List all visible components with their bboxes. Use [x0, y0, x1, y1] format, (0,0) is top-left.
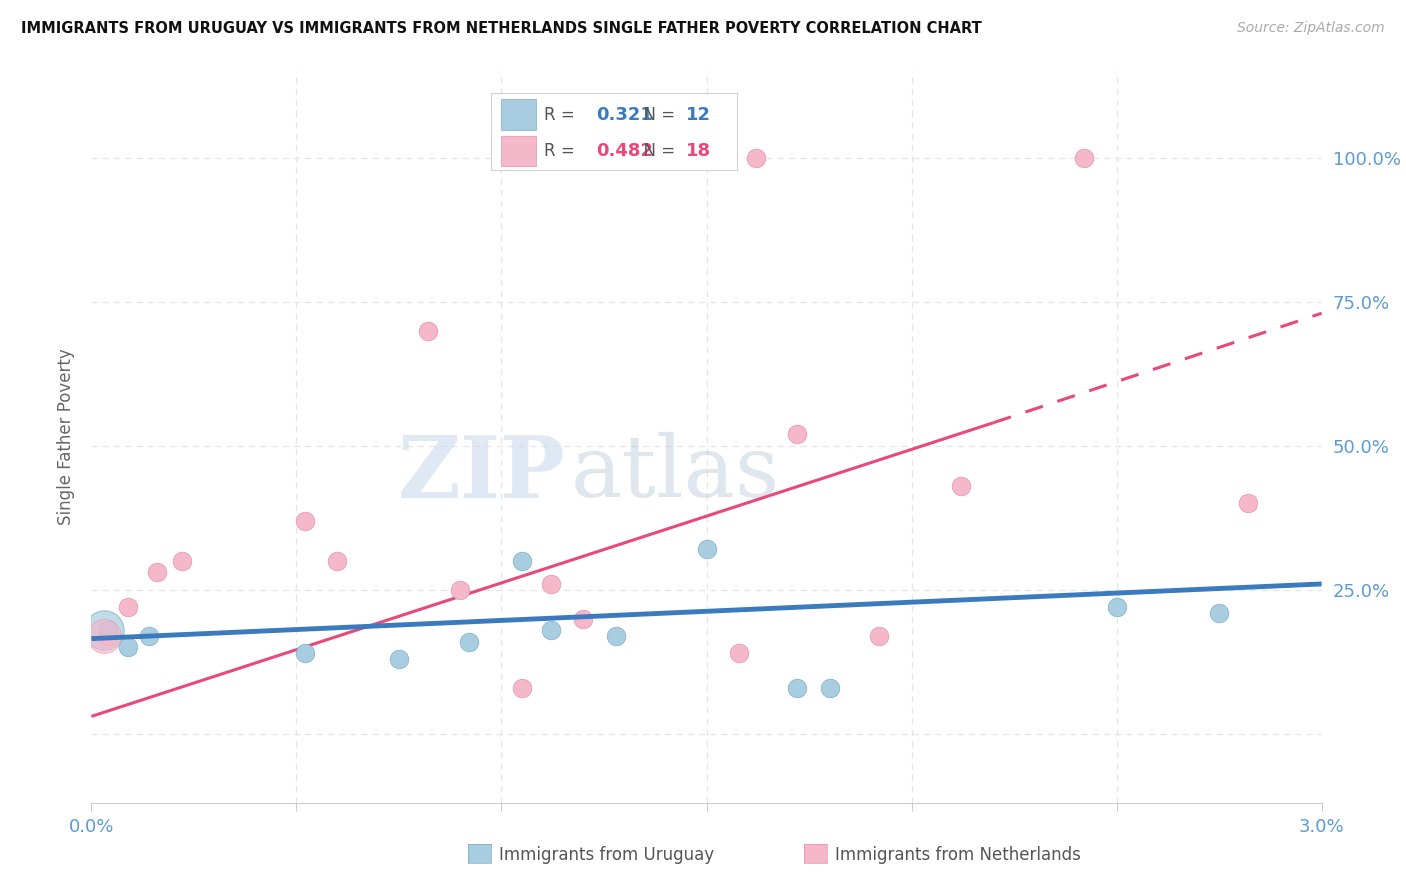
Point — [605, 629, 627, 643]
FancyBboxPatch shape — [501, 99, 536, 130]
Point — [1105, 599, 1128, 614]
Point — [510, 681, 533, 695]
Point — [326, 554, 349, 568]
Point — [818, 681, 841, 695]
Text: 12: 12 — [686, 106, 710, 124]
Point — [416, 324, 439, 338]
Point — [146, 566, 169, 580]
Point — [786, 681, 808, 695]
Point — [540, 577, 562, 591]
Point — [294, 514, 316, 528]
Point — [170, 554, 193, 568]
Point — [695, 542, 717, 557]
Point — [97, 623, 120, 637]
Point — [868, 629, 890, 643]
Y-axis label: Single Father Poverty: Single Father Poverty — [58, 349, 76, 525]
Point — [117, 640, 139, 655]
Text: 0.482: 0.482 — [596, 142, 652, 160]
Point — [1208, 606, 1230, 620]
Point — [449, 582, 471, 597]
Text: IMMIGRANTS FROM URUGUAY VS IMMIGRANTS FROM NETHERLANDS SINGLE FATHER POVERTY COR: IMMIGRANTS FROM URUGUAY VS IMMIGRANTS FR… — [21, 21, 981, 36]
Point — [138, 629, 160, 643]
Point — [1237, 496, 1260, 510]
Text: ZIP: ZIP — [398, 432, 565, 516]
Text: R =: R = — [544, 106, 581, 124]
Text: Source: ZipAtlas.com: Source: ZipAtlas.com — [1237, 21, 1385, 35]
Point — [540, 623, 562, 637]
Text: 0.321: 0.321 — [596, 106, 652, 124]
Point — [457, 634, 479, 648]
Point — [786, 427, 808, 442]
Point — [728, 646, 751, 660]
FancyBboxPatch shape — [491, 94, 737, 170]
Text: Immigrants from Netherlands: Immigrants from Netherlands — [835, 846, 1081, 863]
Point — [294, 646, 316, 660]
Text: N =: N = — [633, 106, 681, 124]
FancyBboxPatch shape — [501, 136, 536, 166]
Point — [388, 652, 411, 666]
Point — [510, 554, 533, 568]
Text: atlas: atlas — [571, 432, 780, 516]
Text: Immigrants from Uruguay: Immigrants from Uruguay — [499, 846, 714, 863]
Point — [949, 479, 972, 493]
Text: R =: R = — [544, 142, 581, 160]
Text: N =: N = — [633, 142, 681, 160]
Point — [93, 629, 115, 643]
Point — [117, 599, 139, 614]
Text: 18: 18 — [686, 142, 710, 160]
Point — [93, 623, 115, 637]
Point — [572, 611, 595, 625]
Point — [745, 151, 768, 165]
Point — [97, 629, 120, 643]
Point — [1073, 151, 1095, 165]
